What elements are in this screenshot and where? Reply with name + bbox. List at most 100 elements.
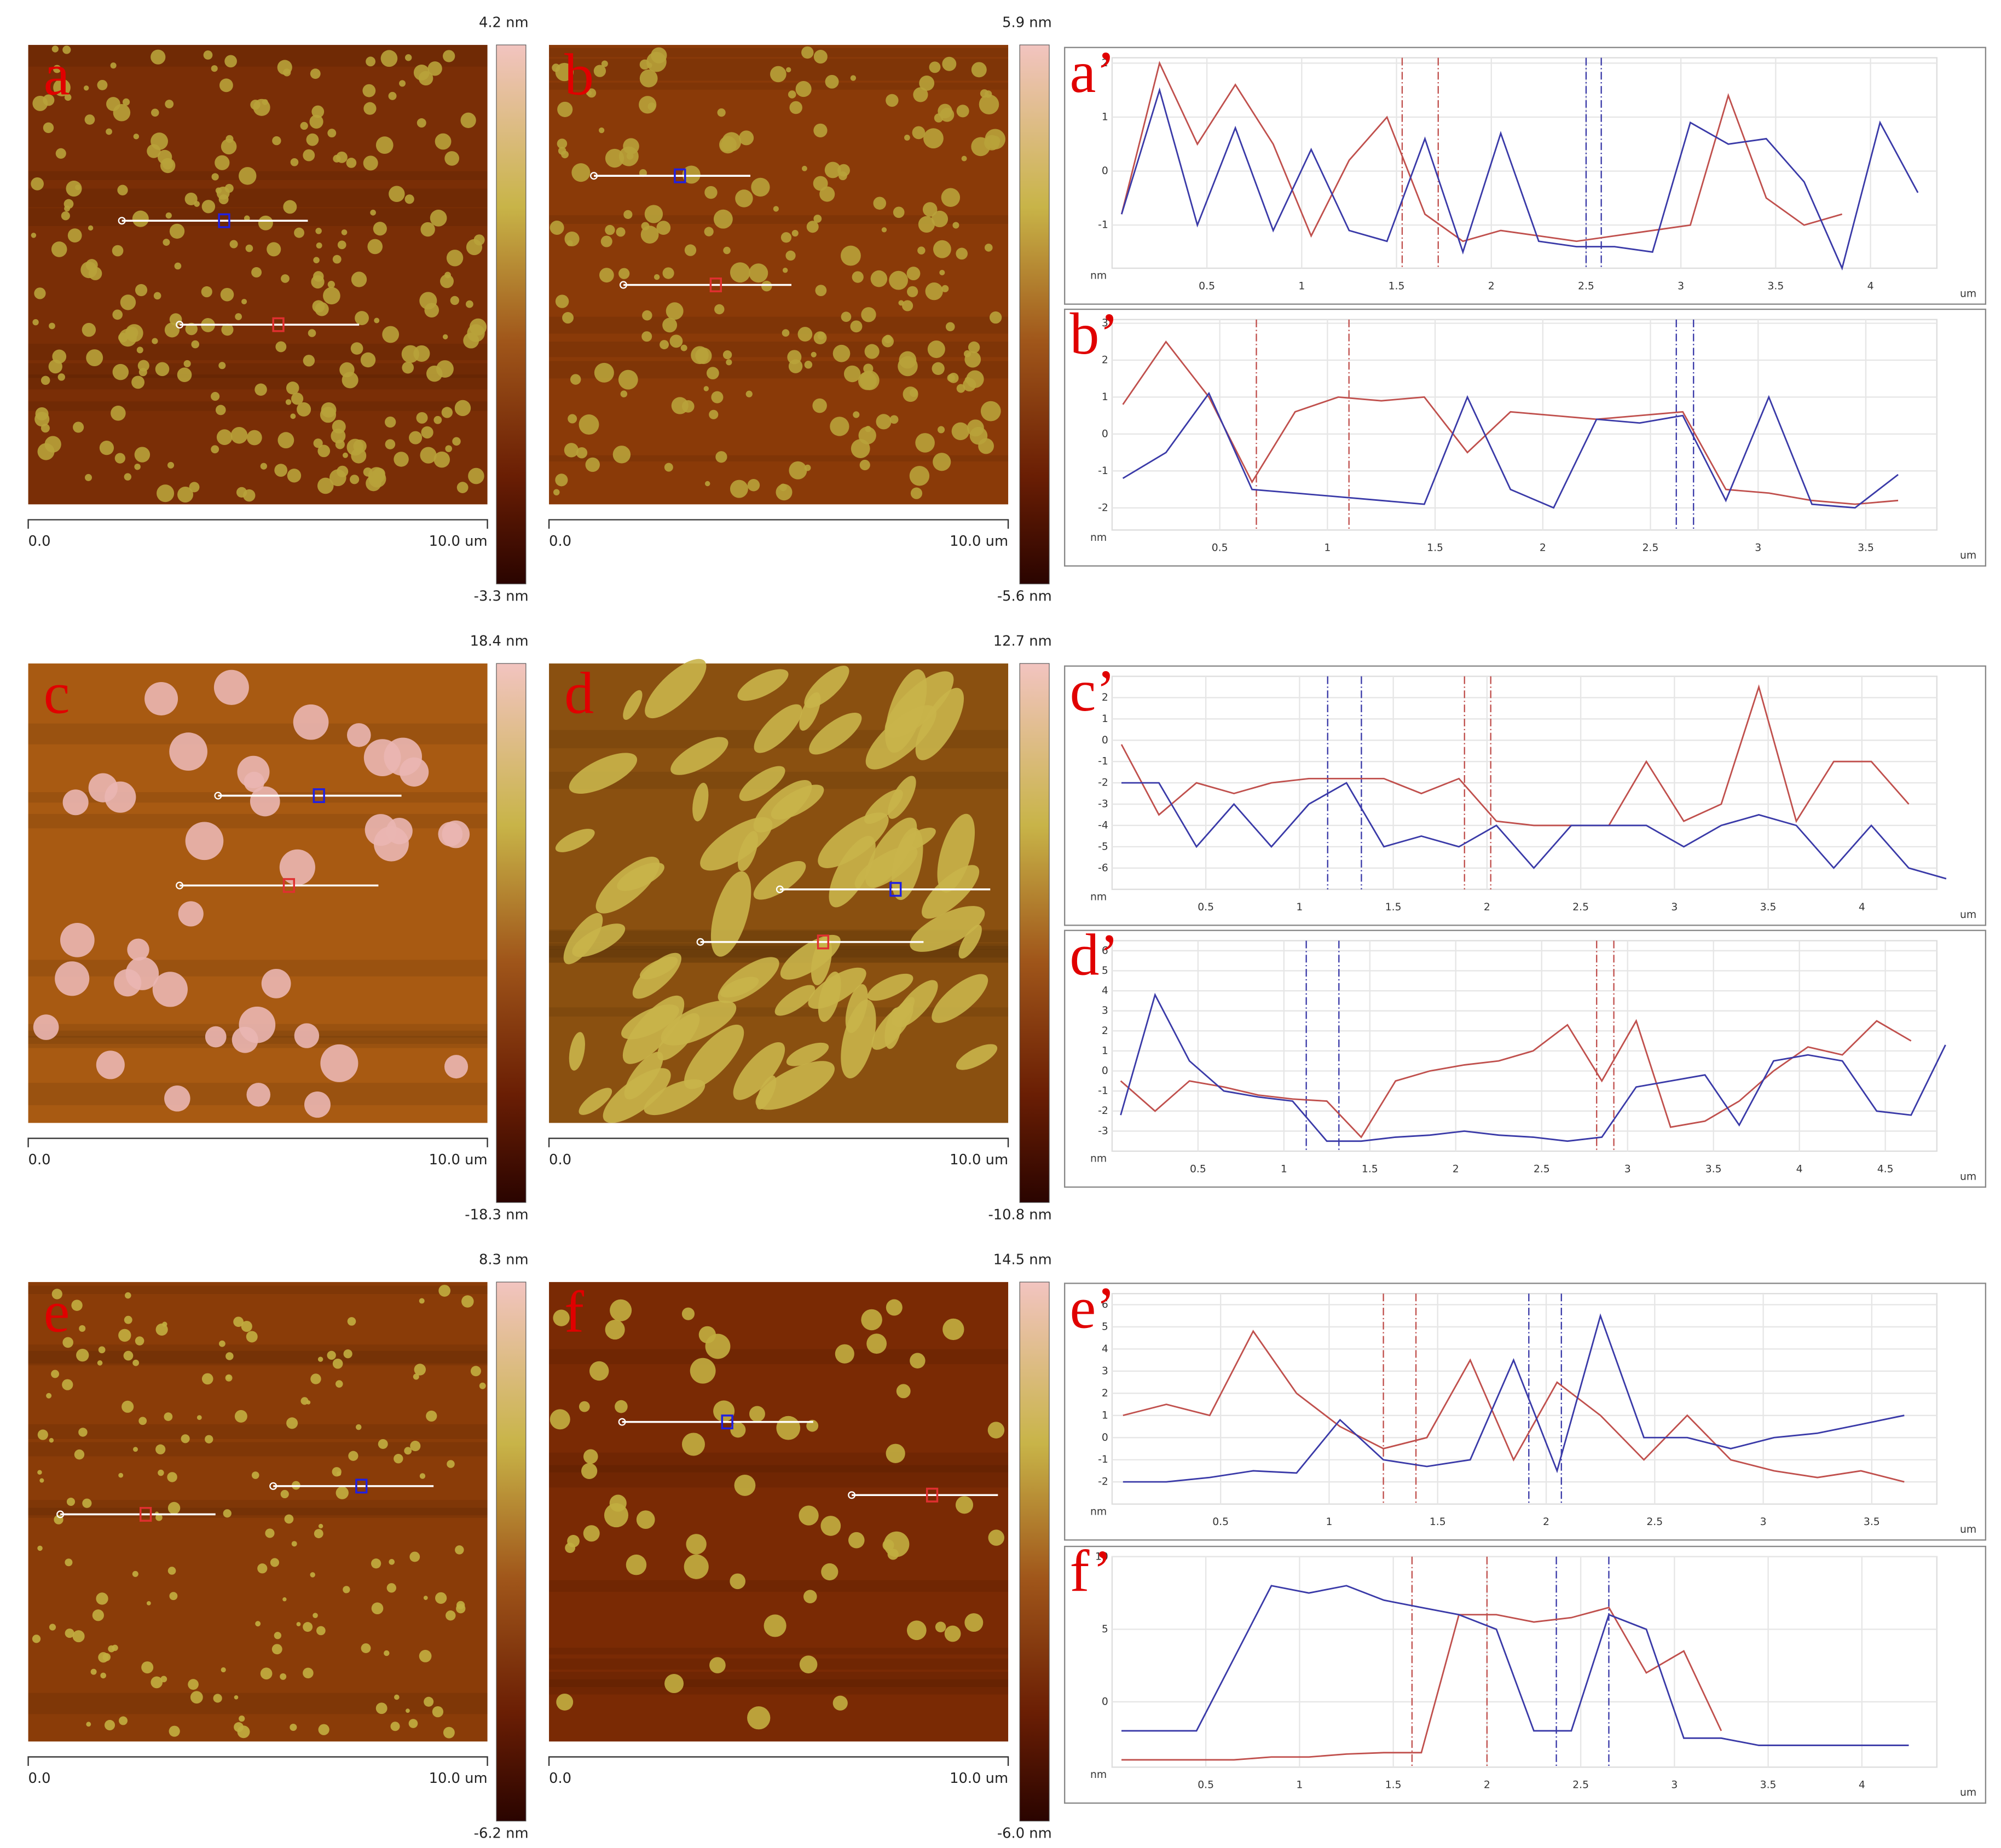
surface-feature: [753, 861, 806, 900]
surface-feature: [347, 1317, 356, 1326]
surface-feature: [941, 285, 949, 292]
surface-feature: [375, 136, 394, 154]
surface-feature: [224, 55, 237, 68]
cursor-start: [56, 1510, 65, 1518]
surface-feature: [290, 158, 299, 166]
surface-feature: [941, 188, 961, 207]
y-tick-label: 0: [1102, 165, 1108, 177]
surface-feature: [824, 161, 841, 178]
surface-feature: [255, 1621, 261, 1627]
colorbar-max: 14.5 nm: [993, 1252, 1052, 1268]
surface-feature: [409, 431, 423, 444]
surface-feature: [971, 62, 987, 78]
surface-feature: [361, 1643, 371, 1653]
scan-stripe: [549, 316, 1009, 334]
scan-stripe: [549, 949, 1009, 958]
surface-feature: [799, 1655, 818, 1673]
y-tick-label: -1: [1098, 756, 1108, 767]
surface-feature: [556, 1693, 574, 1711]
surface-feature: [776, 1416, 801, 1440]
surface-feature: [408, 1719, 418, 1728]
y-tick-label: 2: [1102, 354, 1108, 366]
surface-feature: [626, 1554, 647, 1575]
surface-feature: [427, 61, 442, 76]
surface-feature: [65, 1558, 73, 1567]
surface-feature: [820, 1516, 841, 1536]
surface-feature: [169, 732, 207, 771]
surface-feature: [681, 1307, 695, 1320]
surface-feature: [105, 781, 136, 813]
surface-feature: [218, 1340, 225, 1347]
x-tick-label: 2: [1484, 902, 1490, 913]
surface-feature: [290, 413, 296, 419]
surface-feature: [804, 360, 813, 369]
panel-label: b: [564, 42, 594, 107]
surface-feature: [394, 1694, 400, 1700]
surface-feature: [987, 1422, 1005, 1439]
surface-feature: [561, 151, 569, 159]
surface-feature: [739, 766, 785, 801]
surface-feature: [984, 244, 993, 252]
profile-frame: [1064, 929, 1987, 1188]
surface-feature: [332, 1358, 343, 1369]
surface-feature: [956, 105, 969, 118]
y-tick-label: -4: [1098, 819, 1108, 831]
surface-feature: [220, 287, 234, 302]
surface-feature: [320, 407, 337, 423]
surface-feature: [710, 871, 751, 957]
scan-stripe: [549, 931, 1009, 943]
surface-feature: [191, 340, 200, 349]
surface-feature: [812, 398, 827, 413]
surface-feature: [110, 62, 117, 69]
surface-feature: [201, 1373, 213, 1385]
surface-feature: [455, 1545, 464, 1555]
x-unit: um: [1960, 1787, 1976, 1799]
surface-feature: [845, 984, 868, 1033]
surface-feature: [618, 369, 638, 390]
surface-feature: [133, 134, 140, 140]
surface-feature: [786, 1042, 829, 1066]
y-tick-label: 4: [1102, 1343, 1108, 1355]
surface-feature: [333, 154, 341, 163]
surface-feature: [713, 209, 733, 229]
surface-feature: [444, 272, 451, 279]
y-tick-label: 3: [1102, 317, 1108, 329]
surface-feature: [167, 1472, 177, 1482]
surface-feature: [791, 229, 799, 237]
surface-feature: [557, 101, 573, 118]
y-tick-label: 2: [1102, 1025, 1108, 1037]
x-tick-label: 2: [1543, 1516, 1549, 1528]
surface-feature: [709, 409, 719, 419]
surface-feature: [178, 901, 204, 927]
profile-line: [1122, 340, 1899, 505]
surface-feature: [308, 329, 316, 337]
surface-feature: [167, 461, 175, 469]
surface-feature: [303, 1622, 313, 1632]
surface-feature: [86, 349, 103, 367]
surface-feature: [813, 176, 828, 191]
surface-feature: [342, 372, 358, 389]
surface-feature: [730, 262, 750, 283]
scan-stripe: [28, 1285, 488, 1295]
surface-feature: [384, 1650, 390, 1656]
y-tick-label: 0: [1102, 735, 1108, 746]
surface-feature: [813, 123, 828, 137]
surface-feature: [317, 444, 331, 458]
surface-feature: [320, 1044, 358, 1082]
surface-feature: [239, 1716, 245, 1722]
colorbar-min: -6.0 nm: [997, 1826, 1052, 1842]
surface-feature: [780, 232, 792, 243]
surface-feature: [876, 414, 892, 430]
surface-feature: [910, 487, 923, 499]
cursor-marker: [674, 168, 686, 183]
surface-feature: [185, 822, 224, 861]
surface-feature: [568, 414, 577, 424]
surface-feature: [764, 1614, 786, 1637]
surface-feature: [904, 135, 910, 141]
surface-feature: [443, 50, 455, 62]
surface-feature: [460, 112, 476, 128]
cursor-marker: [817, 934, 830, 950]
surface-feature: [722, 350, 732, 360]
surface-feature: [167, 1567, 176, 1575]
